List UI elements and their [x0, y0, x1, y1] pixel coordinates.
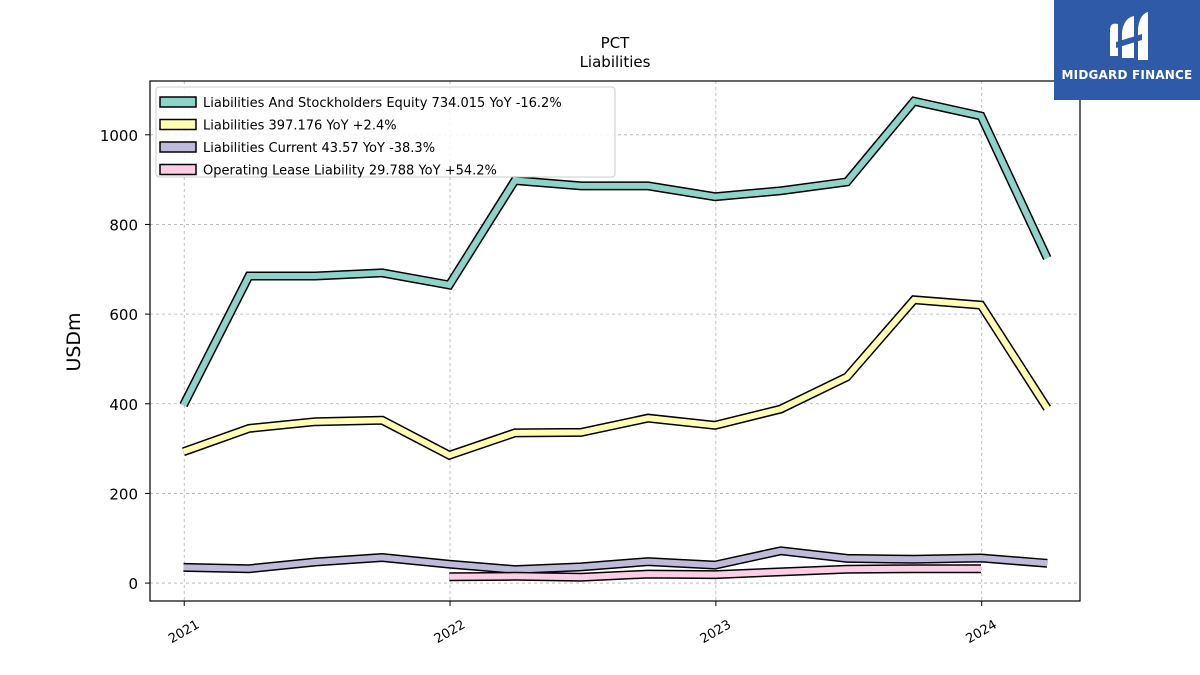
legend-label: Liabilities Current 43.57 YoY -38.3% — [203, 141, 435, 156]
x-tick-label: 2021 — [166, 617, 202, 647]
series-line — [182, 296, 1050, 459]
chart-title: PCT — [601, 34, 631, 52]
legend-swatch — [159, 163, 197, 176]
legend-box — [155, 86, 616, 178]
y-tick-label: 400 — [109, 396, 138, 414]
legend-label: Liabilities And Stockholders Equity 734.… — [203, 96, 562, 111]
chart-subtitle: Liabilities — [580, 53, 651, 71]
x-tick-label: 2022 — [432, 617, 468, 647]
series-line — [183, 547, 1048, 573]
legend: Liabilities And Stockholders Equity 734.… — [155, 86, 616, 179]
x-tick-label: 2024 — [964, 617, 1000, 647]
y-tick-label: 200 — [109, 485, 138, 503]
legend-swatch — [159, 141, 197, 153]
series-layer — [179, 96, 1052, 582]
legend-label: Operating Lease Liability 29.788 YoY +54… — [203, 164, 497, 179]
series-outline — [181, 295, 1051, 461]
legend-swatch — [159, 118, 197, 131]
y-tick-label: 1000 — [100, 127, 138, 145]
series-line — [180, 97, 1050, 407]
y-tick-label: 600 — [109, 306, 138, 324]
brand-logo: MIDGARD FINANCE — [1054, 0, 1200, 100]
series-line — [449, 565, 981, 581]
y-tick-label: 0 — [128, 575, 138, 593]
legend-swatch — [159, 96, 197, 108]
y-axis-label: USDm — [63, 312, 85, 371]
plot-area — [149, 80, 1081, 602]
y-tick-label: 800 — [109, 216, 138, 234]
x-tick-label: 2023 — [698, 617, 734, 647]
logo-text: MIDGARD FINANCE — [1061, 68, 1193, 82]
midgard-logo-icon — [1110, 12, 1148, 60]
legend-label: Liabilities 397.176 YoY +2.4% — [203, 119, 397, 134]
